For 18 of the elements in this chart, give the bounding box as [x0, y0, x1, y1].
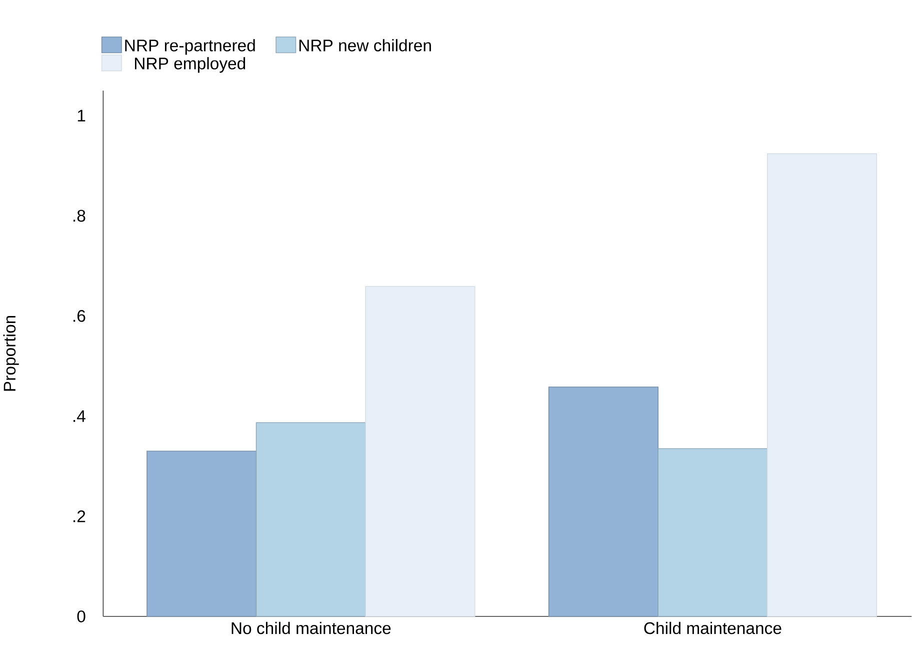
x-tick-label: No child maintenance — [232, 622, 391, 634]
legend-label: NRP re-partnered — [125, 39, 255, 55]
bar — [766, 153, 878, 617]
bar — [146, 450, 257, 617]
y-tick-label: .6 — [74, 310, 86, 322]
x-tick-label: Child maintenance — [644, 622, 782, 634]
bar — [365, 286, 476, 617]
y-tick-label: .4 — [74, 410, 86, 422]
legend-label: NRP new children — [299, 39, 431, 52]
bar — [256, 422, 366, 617]
legend-label: NRP employed — [134, 57, 246, 73]
bar — [548, 386, 658, 617]
y-tick-label: 0 — [77, 610, 86, 622]
y-axis-title: Proportion — [3, 316, 19, 391]
y-tick-label: 1 — [78, 110, 86, 122]
y-tick-label: .2 — [74, 510, 86, 522]
bar — [658, 448, 768, 617]
y-tick-label: .8 — [74, 210, 86, 222]
